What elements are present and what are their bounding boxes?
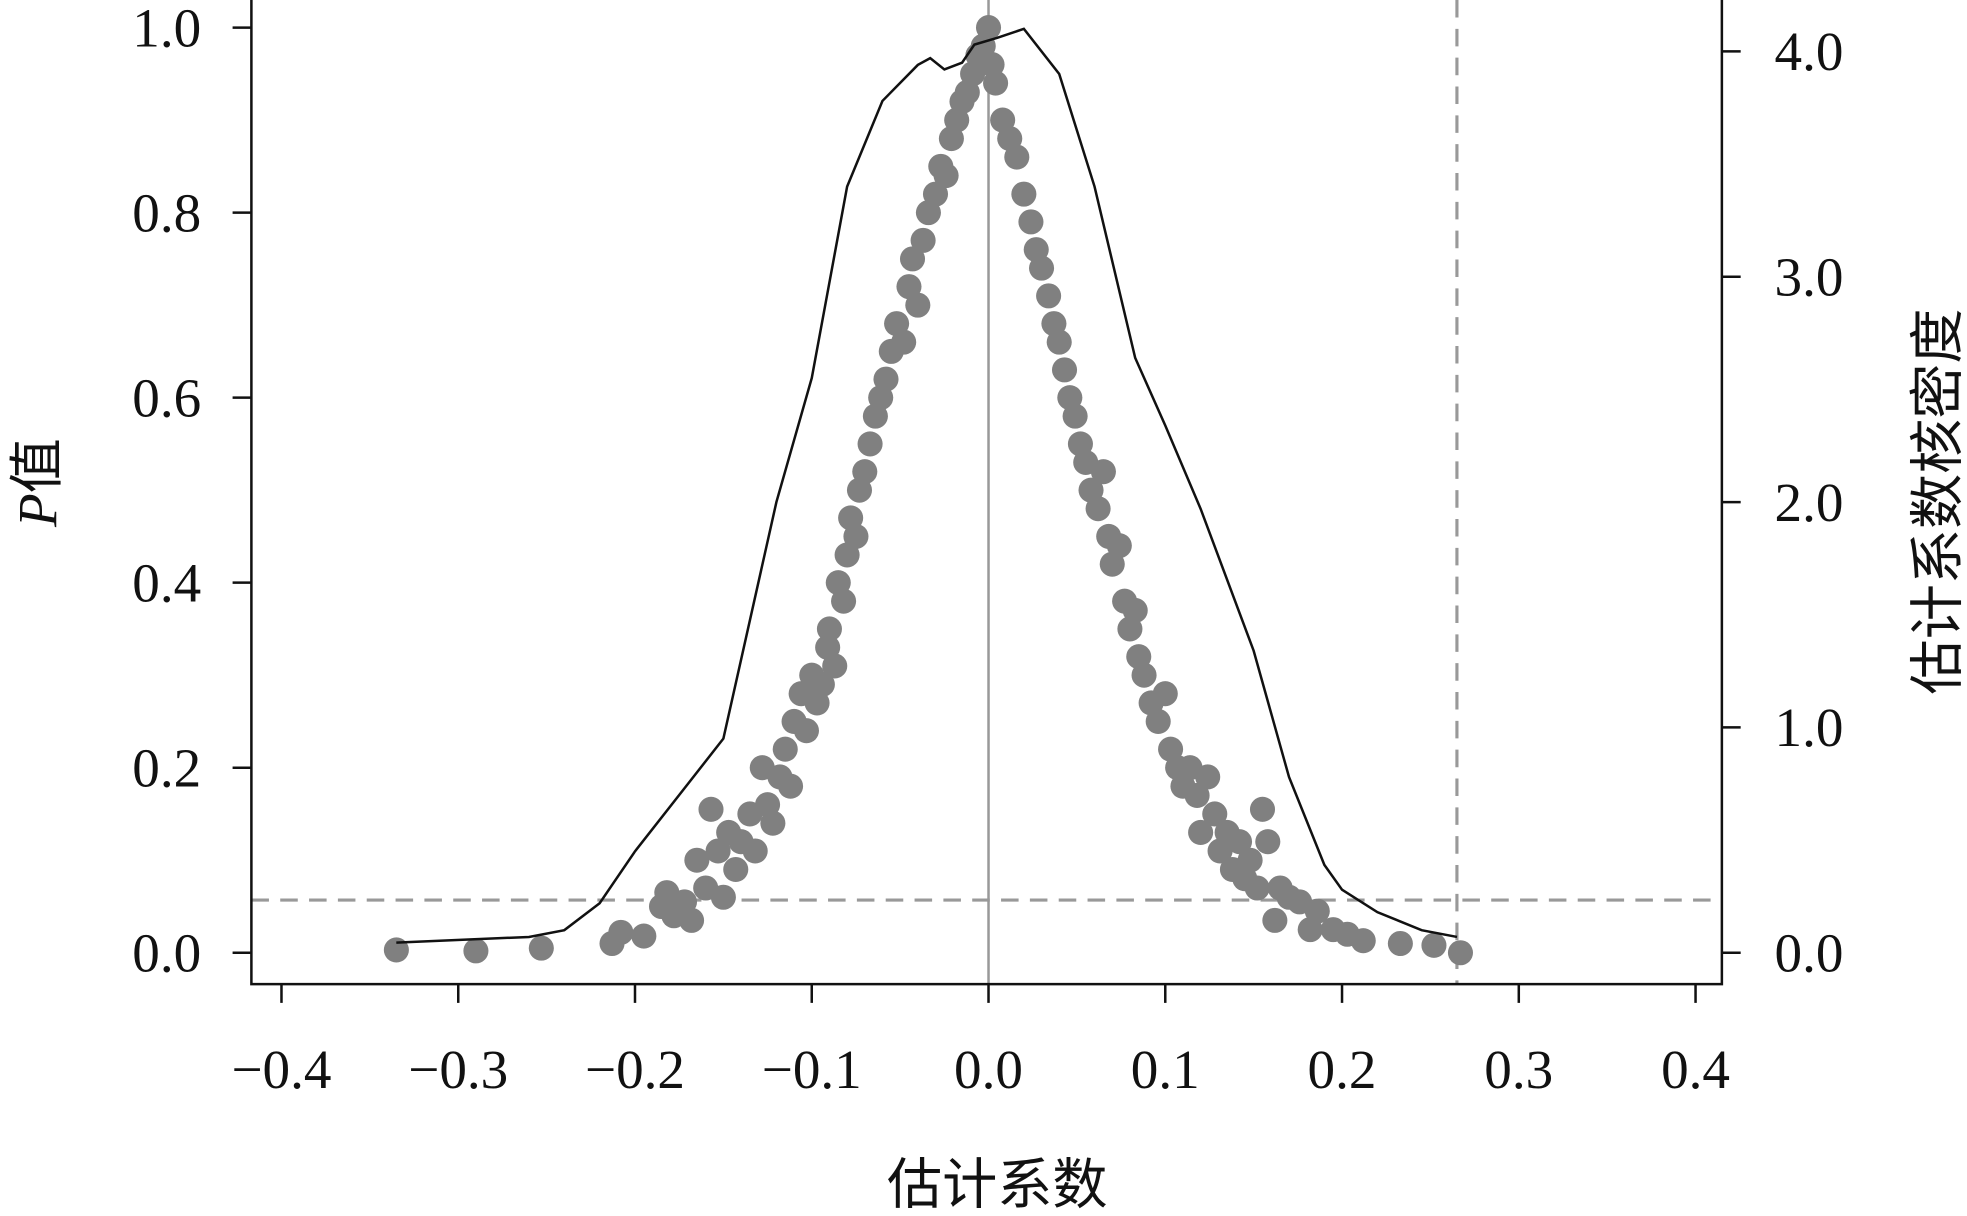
data-point: [1188, 819, 1214, 846]
data-point: [922, 181, 949, 207]
data-point: [1051, 357, 1078, 383]
x-tick-label: −0.2: [585, 1039, 685, 1100]
data-point: [772, 736, 798, 762]
y-axis-label: P值: [7, 438, 68, 528]
data-point: [528, 935, 554, 961]
y2-tick-label: 2.0: [1775, 472, 1844, 533]
data-point: [631, 923, 657, 949]
y2-axis-label: 估计系数核密度: [1907, 308, 1967, 694]
y-axis-label-suffix: 值: [7, 438, 68, 493]
data-point: [1262, 907, 1288, 933]
data-point: [705, 838, 731, 864]
data-point: [698, 796, 724, 822]
x-tick-label: −0.1: [762, 1039, 862, 1100]
data-point: [679, 907, 705, 933]
density-curve: [396, 27, 1458, 944]
data-point: [852, 459, 878, 485]
x-tick-label: 0.3: [1484, 1039, 1553, 1100]
data-point: [975, 15, 1002, 41]
data-point: [1249, 796, 1276, 822]
data-point: [983, 70, 1009, 96]
data-point: [1202, 801, 1228, 827]
data-point: [1106, 533, 1132, 559]
data-point: [383, 937, 409, 963]
data-point: [809, 671, 835, 697]
data-point: [1029, 255, 1055, 281]
data-point: [822, 653, 848, 679]
data-point: [1152, 681, 1178, 707]
data-point: [933, 163, 959, 189]
data-point: [723, 856, 749, 883]
data-point: [899, 246, 926, 272]
data-point: [608, 919, 634, 945]
reference-lines: [251, 0, 1722, 985]
x-tick-label: 0.2: [1308, 1039, 1377, 1100]
data-point: [1226, 829, 1253, 855]
data-point: [1237, 847, 1263, 873]
y-axis-label-p: P: [7, 493, 68, 528]
y-tick-label: 0.4: [132, 552, 201, 613]
data-point: [1447, 940, 1473, 966]
x-tick-label: 0.1: [1131, 1039, 1200, 1100]
data-point: [1145, 708, 1171, 734]
data-point: [760, 810, 786, 836]
data-point: [910, 227, 936, 253]
data-point: [873, 366, 899, 392]
data-point: [1350, 928, 1376, 954]
data-point: [710, 884, 736, 910]
data-point: [1085, 496, 1111, 522]
y2-tick-label: 3.0: [1775, 247, 1844, 308]
y2-tick-label: 0.0: [1775, 923, 1844, 984]
y-tick-label: 0.0: [132, 923, 201, 984]
data-point: [463, 938, 489, 964]
data-point: [816, 616, 842, 642]
data-point: [979, 52, 1005, 78]
data-point: [1004, 144, 1030, 170]
data-point: [1131, 662, 1157, 688]
data-point: [778, 773, 804, 799]
x-tick-label: −0.4: [231, 1039, 331, 1100]
x-axis-label: 估计系数: [887, 1154, 1108, 1215]
data-point: [1011, 181, 1037, 207]
data-point: [1255, 829, 1281, 855]
data-point: [857, 431, 883, 457]
data-point: [1122, 597, 1148, 623]
data-point: [1184, 782, 1210, 809]
data-point: [905, 292, 931, 318]
data-point: [831, 588, 857, 614]
data-point: [793, 718, 819, 744]
data-point: [1062, 403, 1088, 429]
plot-frame: [250, 0, 1724, 986]
scatter-points: [383, 15, 1473, 966]
x-tick-label: −0.3: [408, 1039, 508, 1100]
y-tick-label: 0.2: [132, 738, 201, 799]
y-tick-label: 0.8: [132, 182, 201, 243]
y-tick-label: 1.0: [132, 0, 201, 58]
y2-tick-label: 1.0: [1775, 697, 1844, 758]
data-point: [891, 329, 917, 355]
data-point: [1244, 875, 1270, 901]
x-tick-label: 0.0: [954, 1039, 1023, 1100]
data-point: [684, 847, 710, 873]
data-point: [1304, 898, 1330, 924]
data-point: [1195, 764, 1221, 790]
data-point: [1387, 930, 1413, 957]
data-point: [1421, 932, 1447, 958]
y-tick-label: 0.6: [132, 367, 201, 428]
x-tick-label: 0.4: [1661, 1039, 1730, 1100]
data-point: [1036, 283, 1062, 309]
data-point: [1046, 329, 1072, 355]
axes: −0.4 −0.3 −0.2 −0.1 0.0 0.1 0.2 0.3 0.4 0.0 0.2 0.4…: [132, 0, 1843, 1100]
data-point: [1090, 459, 1116, 485]
y2-tick-label: 4.0: [1775, 21, 1844, 82]
data-point: [1018, 209, 1044, 235]
data-point: [742, 838, 768, 864]
data-point: [843, 523, 869, 549]
